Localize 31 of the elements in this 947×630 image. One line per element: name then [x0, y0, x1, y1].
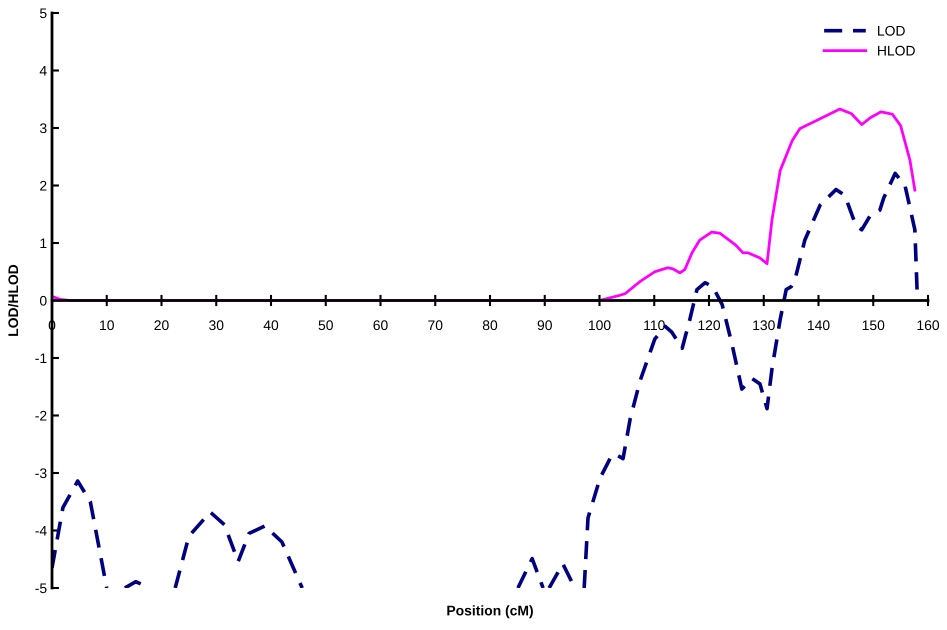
- legend-label: LOD: [878, 26, 905, 36]
- y-tick-label: 2: [40, 180, 46, 191]
- y-tick-label: -2: [35, 410, 46, 421]
- y-tick-label: 3: [40, 123, 47, 134]
- x-tick-label: 20: [154, 320, 169, 330]
- y-tick-label: -4: [35, 526, 47, 536]
- y-tick-label: -1: [35, 353, 46, 364]
- x-tick-label: 70: [428, 320, 442, 330]
- y-tick-label: 5: [40, 8, 47, 18]
- x-tick-label: 120: [698, 320, 720, 330]
- x-tick-label: 110: [644, 320, 665, 330]
- y-tick-label: 0: [40, 296, 47, 306]
- x-tick-label: 80: [482, 320, 498, 330]
- y-axis-title: LOD/HLOD: [8, 264, 18, 336]
- y-tick-label: 4: [40, 66, 47, 76]
- x-axis-title: Position (cM): [447, 605, 533, 618]
- x-tick-label: 50: [318, 320, 333, 330]
- x-tick-label: 90: [538, 320, 552, 330]
- legend-label: HLOD: [878, 46, 915, 56]
- y-tick-label: -3: [35, 468, 47, 478]
- x-tick-label: 10: [100, 320, 114, 330]
- x-tick-label: 60: [373, 320, 388, 330]
- x-tick-label: 150: [862, 320, 884, 330]
- y-tick-label: -5: [35, 583, 47, 594]
- x-tick-label: 30: [209, 320, 224, 330]
- x-tick-label: 130: [753, 320, 775, 330]
- x-tick-label: 100: [588, 320, 611, 330]
- x-tick-label: 140: [808, 320, 830, 330]
- x-tick-label: 40: [264, 320, 278, 330]
- y-tick-label: 1: [40, 238, 46, 248]
- x-tick-label: 160: [917, 320, 940, 330]
